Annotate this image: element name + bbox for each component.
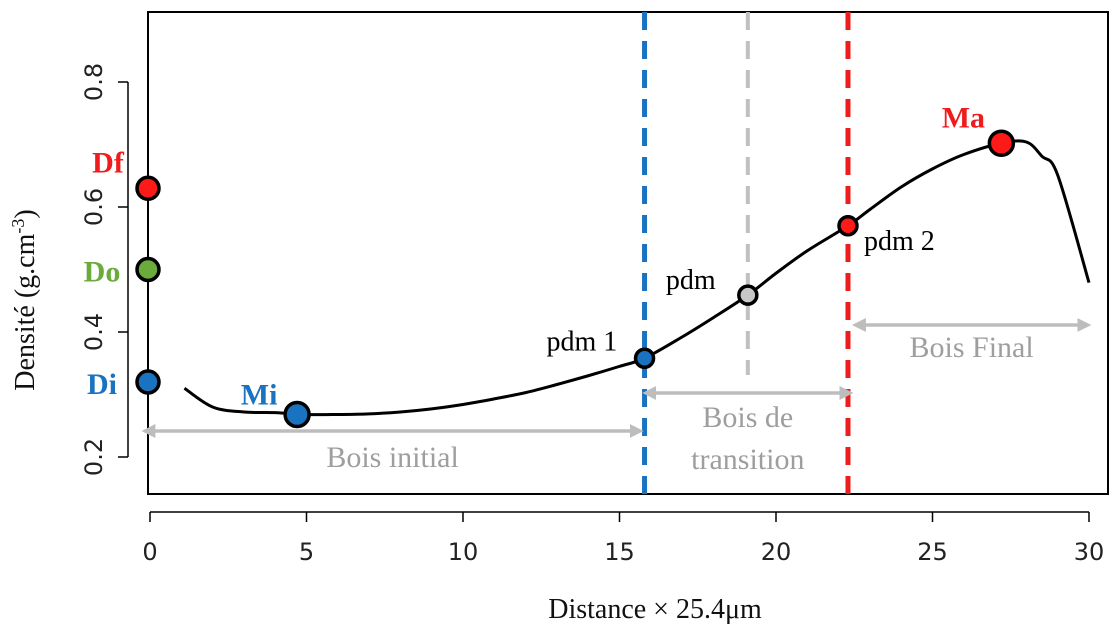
point-label: Do — [84, 256, 121, 289]
point-marker — [135, 256, 161, 283]
y-axis-title: Densité (g.cm-3) — [8, 209, 41, 390]
point-label: Di — [87, 368, 117, 401]
y-tick-label: 0.8 — [80, 63, 108, 101]
point-label: pdm — [666, 265, 716, 296]
density-curve — [183, 139, 1091, 417]
x-axis: 0 5 10 15 20 25 30 — [142, 511, 1105, 566]
zone-label: Bois initial — [326, 441, 459, 474]
point-label: Df — [92, 146, 125, 179]
y-tick-label: 0.2 — [80, 438, 108, 476]
density-profile — [183, 139, 1091, 417]
zone-label: Bois Final — [910, 331, 1034, 364]
point-marker — [737, 284, 759, 306]
x-tick-label: 10 — [448, 538, 479, 566]
point-marker — [633, 347, 656, 369]
point-marker — [987, 129, 1016, 157]
y-axis: 0.2 0.4 0.6 0.8 — [80, 63, 129, 476]
x-tick-label: 25 — [917, 538, 948, 566]
point-marker — [135, 369, 161, 395]
point-marker — [837, 215, 859, 237]
wood-zones: Bois initial Bois de transition Bois Final — [141, 318, 1092, 476]
x-tick-label: 30 — [1074, 538, 1105, 566]
point-label: Ma — [942, 101, 985, 134]
x-tick-label: 15 — [604, 538, 635, 566]
point-label: pdm 1 — [547, 326, 618, 357]
y-tick-label: 0.4 — [80, 313, 108, 351]
x-tick-label: 5 — [299, 538, 314, 566]
zone-label: transition — [691, 443, 804, 476]
x-tick-label: 0 — [142, 538, 157, 566]
point-marker — [283, 400, 311, 429]
phase-boundaries — [642, 12, 851, 504]
x-axis-title: Distance × 25.4μm — [548, 594, 762, 625]
key-points: Df Do Di Mi Ma pdm 1 pdm pdm 2 — [84, 101, 1016, 429]
x-tick-label: 20 — [761, 538, 792, 566]
point-label: pdm 2 — [864, 226, 935, 257]
plot-frame — [147, 11, 1109, 495]
y-tick-label: 0.6 — [80, 188, 108, 226]
point-label: Mi — [241, 379, 278, 412]
point-marker — [135, 175, 161, 201]
zone-label: Bois de — [702, 401, 793, 434]
